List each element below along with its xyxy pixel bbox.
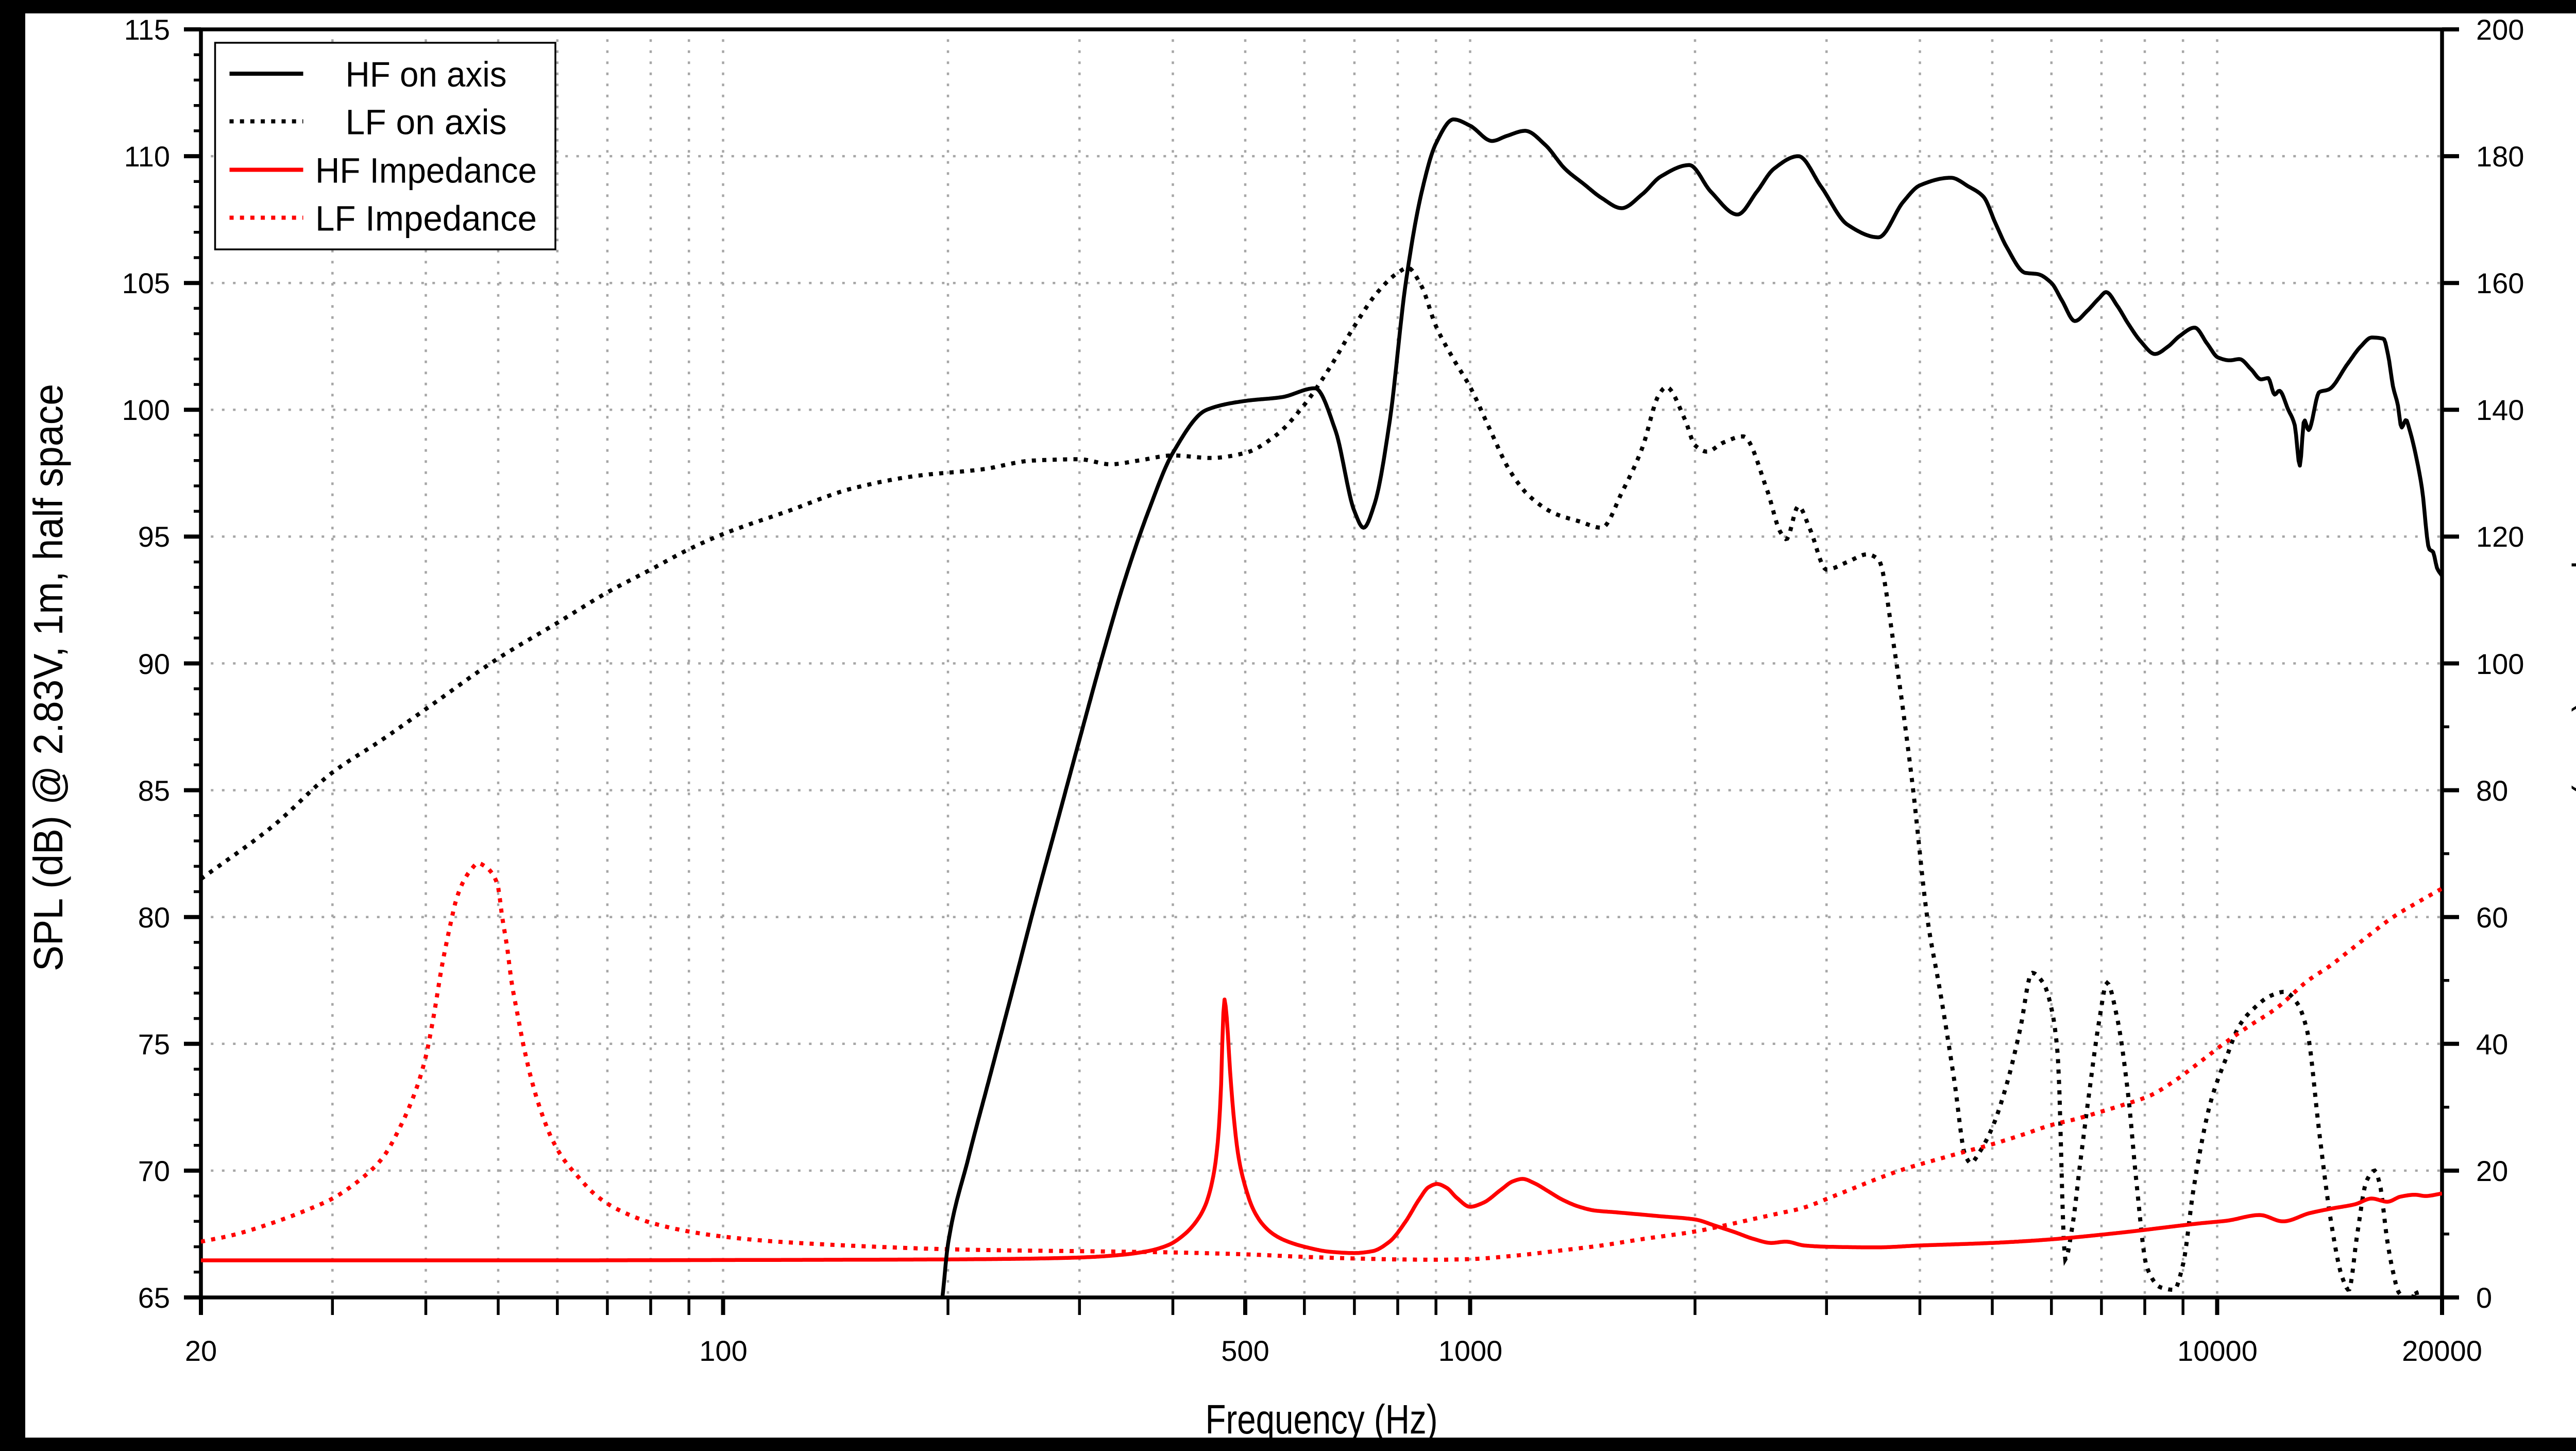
svg-text:Frequency (Hz): Frequency (Hz) — [1206, 1396, 1438, 1442]
svg-text:115: 115 — [124, 13, 170, 46]
svg-text:0: 0 — [2476, 1281, 2492, 1314]
svg-text:SPL (dB) @ 2.83V, 1m, half spa: SPL (dB) @ 2.83V, 1m, half space — [25, 384, 71, 971]
svg-text:20: 20 — [2476, 1155, 2508, 1187]
svg-text:95: 95 — [138, 520, 170, 553]
svg-text:HF Impedance: HF Impedance — [315, 151, 537, 191]
svg-text:100: 100 — [122, 394, 170, 426]
svg-text:LF on axis: LF on axis — [346, 103, 507, 142]
svg-text:80: 80 — [2476, 774, 2508, 807]
svg-text:60: 60 — [2476, 901, 2508, 934]
svg-text:70: 70 — [138, 1155, 170, 1187]
svg-text:85: 85 — [138, 774, 170, 807]
svg-text:LF Impedance: LF Impedance — [315, 199, 537, 239]
svg-text:Impedance (Ohm): Impedance (Ohm) — [2571, 524, 2576, 797]
svg-text:105: 105 — [122, 267, 170, 299]
svg-text:65: 65 — [138, 1281, 170, 1314]
svg-text:180: 180 — [2476, 140, 2524, 173]
svg-text:75: 75 — [138, 1028, 170, 1060]
svg-text:140: 140 — [2476, 394, 2524, 426]
svg-text:200: 200 — [2476, 13, 2524, 46]
svg-text:160: 160 — [2476, 267, 2524, 299]
svg-text:100: 100 — [699, 1335, 747, 1367]
svg-text:1000: 1000 — [1438, 1335, 1503, 1367]
svg-text:500: 500 — [1221, 1335, 1269, 1367]
svg-text:110: 110 — [124, 140, 170, 173]
svg-text:20: 20 — [185, 1335, 217, 1367]
svg-text:90: 90 — [138, 648, 170, 680]
svg-text:40: 40 — [2476, 1028, 2508, 1060]
svg-text:120: 120 — [2476, 520, 2524, 553]
svg-text:80: 80 — [138, 901, 170, 934]
svg-text:100: 100 — [2476, 648, 2524, 680]
svg-text:HF on axis: HF on axis — [346, 55, 507, 94]
svg-text:20000: 20000 — [2402, 1335, 2482, 1367]
svg-text:10000: 10000 — [2177, 1335, 2258, 1367]
